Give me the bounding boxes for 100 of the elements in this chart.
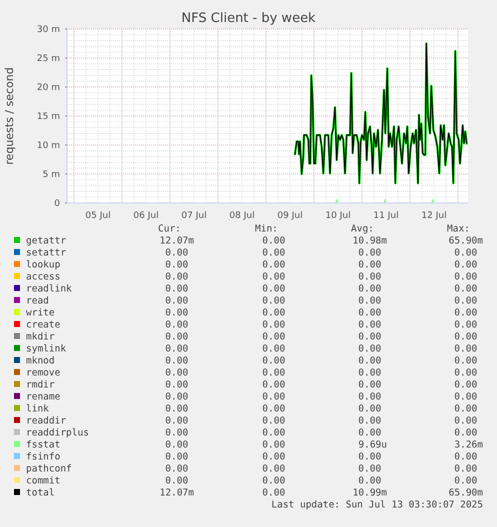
- text: 0.00: [358, 247, 382, 258]
- text: 0.00: [262, 451, 286, 462]
- text: 0.00: [262, 487, 286, 498]
- chart-title: NFS Client - by week: [181, 11, 316, 26]
- text: 0.00: [358, 307, 382, 318]
- text: 0.00: [454, 403, 478, 414]
- text: 0.00: [165, 451, 188, 462]
- text: 0.00: [165, 463, 188, 474]
- legend-label: readdir: [26, 415, 66, 426]
- text: 0.00: [358, 319, 382, 330]
- text: Avg:: [351, 223, 374, 234]
- text: 0.00: [454, 247, 478, 258]
- legend-label: setattr: [26, 247, 66, 258]
- text: 0.00: [262, 271, 286, 282]
- text: 0.00: [262, 283, 286, 294]
- text: 0.00: [262, 343, 286, 354]
- text: 0.00: [165, 331, 188, 342]
- text: 0.00: [358, 355, 382, 366]
- text: 0.00: [165, 355, 188, 366]
- legend-label: fsinfo: [26, 451, 61, 462]
- text: 0.00: [165, 271, 188, 282]
- text: 0.00: [454, 307, 478, 318]
- text: 0.00: [454, 391, 478, 402]
- text: 0.00: [262, 259, 286, 270]
- text: 0.00: [358, 331, 382, 342]
- text: 0.00: [358, 295, 382, 306]
- x-tick-label: 09 Jul: [277, 211, 303, 222]
- legend-label: commit: [26, 475, 60, 486]
- text: 65.90m: [448, 487, 484, 498]
- text: Max:: [447, 223, 470, 234]
- text: 0.00: [358, 259, 382, 270]
- text: 0.00: [165, 295, 188, 306]
- text: 0.00: [358, 391, 382, 402]
- legend-label: rename: [26, 391, 61, 402]
- text: 0.00: [262, 319, 286, 330]
- x-tick-label: 08 Jul: [229, 211, 255, 222]
- legend-label: remove: [26, 367, 61, 378]
- legend-label: symlink: [26, 343, 66, 354]
- text: 0.00: [165, 247, 188, 258]
- text: 0.00: [262, 427, 286, 438]
- text: 65.90m: [448, 235, 484, 246]
- text: 0.00: [165, 307, 188, 318]
- text: 0.00: [262, 247, 286, 258]
- x-tick-label: 10 Jul: [325, 211, 351, 222]
- text: 0.00: [262, 475, 286, 486]
- text: 0.00: [358, 415, 382, 426]
- legend-label: read: [26, 295, 49, 306]
- text: 0.00: [165, 415, 188, 426]
- text: 0.00: [454, 379, 478, 390]
- text: 0.00: [358, 427, 382, 438]
- legend-label: link: [26, 403, 50, 414]
- text: 0.00: [262, 367, 286, 378]
- text: 12.07m: [160, 235, 194, 246]
- text: 0.00: [454, 475, 478, 486]
- text: 0.00: [262, 391, 286, 402]
- legend-label: total: [26, 487, 55, 498]
- text: 0.00: [454, 427, 478, 438]
- x-tick-label: 06 Jul: [133, 211, 159, 222]
- text: 0.00: [262, 379, 286, 390]
- legend-label: access: [26, 271, 60, 282]
- y-tick-label: 25 m: [36, 54, 60, 64]
- text: 0.00: [262, 355, 286, 366]
- text: 0.00: [454, 295, 478, 306]
- text: 0.00: [165, 391, 188, 402]
- text: 0.00: [454, 451, 478, 462]
- x-tick-label: 11 Jul: [373, 211, 399, 222]
- text: 0.00: [165, 343, 188, 354]
- text: 0.00: [358, 463, 382, 474]
- legend-label: getattr: [26, 235, 66, 246]
- text: 0.00: [358, 367, 382, 378]
- text: Cur:: [158, 223, 181, 234]
- text: 0.00: [454, 343, 478, 354]
- text: 0.00: [358, 379, 382, 390]
- text: 0.00: [165, 259, 188, 270]
- text: 0.00: [165, 475, 188, 486]
- text: 0.00: [454, 319, 478, 330]
- text: 0.00: [454, 355, 478, 366]
- text: 0.00: [165, 379, 188, 390]
- text: 0.00: [454, 259, 478, 270]
- x-tick-label: 07 Jul: [181, 211, 207, 222]
- text: 0.00: [262, 463, 286, 474]
- y-tick-label: 10 m: [36, 141, 60, 152]
- text: 0.00: [454, 367, 478, 378]
- text: 0.00: [454, 283, 478, 294]
- legend-label: create: [26, 319, 61, 330]
- text: 0.00: [262, 331, 286, 342]
- y-tick-label: 15 m: [36, 112, 60, 122]
- x-tick-label: 05 Jul: [85, 211, 111, 222]
- legend-label: readdirplus: [26, 427, 89, 438]
- legend-label: lookup: [26, 259, 61, 270]
- text: 0.00: [262, 307, 286, 318]
- text: 0.00: [358, 403, 382, 414]
- text: 0.00: [165, 403, 188, 414]
- text: 0.00: [454, 331, 478, 342]
- text: 0.00: [165, 283, 188, 294]
- text: 0.00: [358, 343, 382, 354]
- y-tick-label: 20 m: [36, 83, 60, 94]
- legend-label: mkdir: [26, 331, 55, 342]
- text: 0.00: [262, 403, 286, 414]
- legend-label: write: [26, 307, 55, 318]
